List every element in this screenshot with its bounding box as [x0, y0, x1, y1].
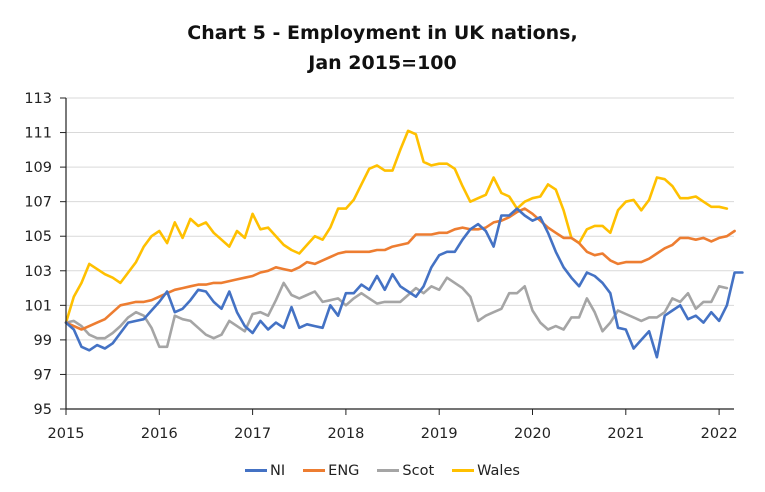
legend-swatch — [303, 469, 326, 472]
series-lines — [64, 129, 744, 359]
y-axis-ticks: 95 97 99 101 103 105 107 109 111 113 — [24, 91, 66, 418]
y-tick-label: 95 — [34, 402, 52, 418]
x-tick-label: 2016 — [141, 426, 178, 442]
y-tick-label: 99 — [34, 333, 52, 349]
x-tick-label: 2021 — [607, 426, 644, 442]
series-line-scot — [64, 276, 729, 349]
legend-label: Scot — [402, 462, 435, 479]
x-tick-label: 2017 — [234, 426, 271, 442]
x-tick-label: 2018 — [327, 426, 364, 442]
y-tick-label: 101 — [24, 298, 52, 314]
chart-title-line-2: Jan 2015=100 — [308, 52, 457, 74]
legend-swatch — [377, 469, 400, 472]
y-tick-label: 105 — [24, 229, 52, 245]
legend-item-wales: Wales — [452, 463, 520, 479]
series-line-ni — [64, 207, 744, 359]
y-tick-label: 109 — [24, 160, 52, 176]
y-tick-label: 107 — [24, 195, 52, 211]
y-tick-label: 103 — [24, 264, 52, 280]
legend: NI ENG Scot Wales — [0, 460, 765, 479]
legend-item-eng: ENG — [303, 463, 359, 479]
series-line-eng — [64, 207, 736, 331]
x-tick-label: 2019 — [421, 426, 458, 442]
x-tick-label: 2015 — [48, 426, 85, 442]
y-tick-label: 111 — [24, 126, 52, 142]
y-tick-label: 97 — [34, 367, 52, 383]
gridlines — [66, 97, 734, 375]
legend-item-scot: Scot — [377, 463, 434, 479]
x-tick-label: 2022 — [701, 426, 738, 442]
x-axis-ticks: 2015 2016 2017 2018 2019 2020 2021 2022 — [48, 409, 738, 442]
chart-title: Chart 5 - Employment in UK nations, Jan … — [0, 18, 765, 78]
y-tick-label: 113 — [24, 91, 52, 107]
legend-swatch — [452, 469, 475, 472]
legend-label: NI — [270, 462, 286, 479]
legend-label: ENG — [328, 462, 360, 479]
chart-title-line-1: Chart 5 - Employment in UK nations, — [187, 22, 578, 44]
series-line-wales — [64, 129, 729, 324]
legend-item-ni: NI — [245, 463, 285, 479]
legend-label: Wales — [477, 462, 520, 479]
x-tick-label: 2020 — [514, 426, 551, 442]
legend-swatch — [245, 469, 268, 472]
